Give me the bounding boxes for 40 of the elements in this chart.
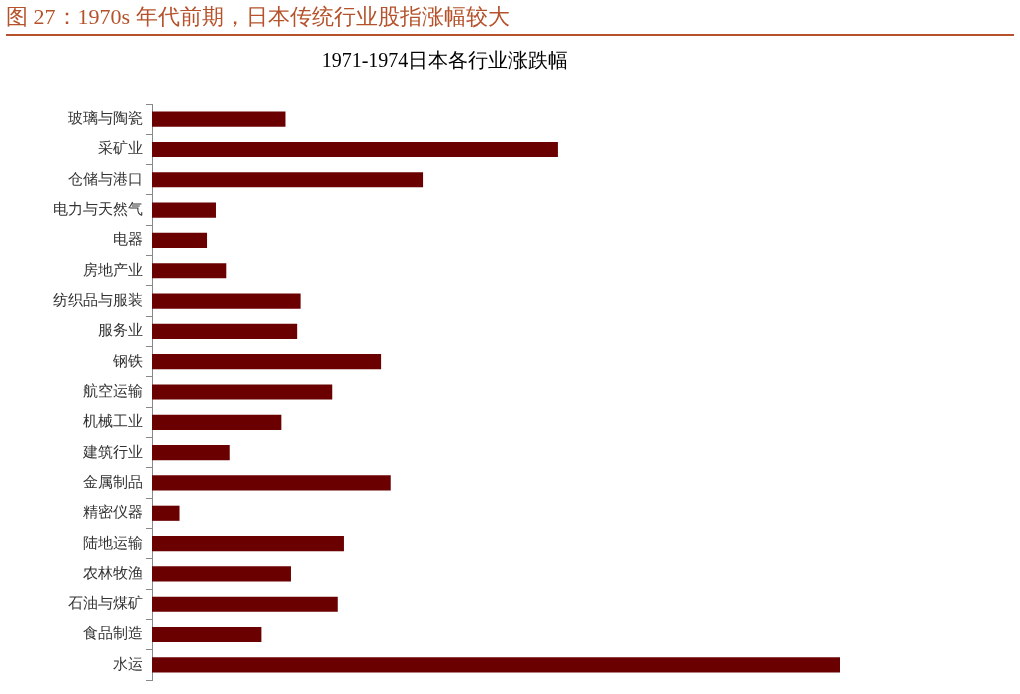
y-tick-label: 采矿业: [98, 140, 143, 157]
y-tick-label: 航空运输: [83, 382, 143, 399]
bar: [152, 172, 424, 188]
bar: [152, 232, 208, 248]
bar: [152, 111, 286, 127]
y-tick-label: 石油与煤矿: [68, 595, 143, 612]
y-tick-label: 机械工业: [83, 413, 143, 430]
bar: [152, 657, 840, 673]
y-tick-label: 钢铁: [112, 352, 143, 369]
bar: [152, 536, 344, 552]
y-tick-label: 陆地运输: [83, 534, 143, 551]
y-tick-label: 玻璃与陶瓷: [68, 110, 143, 127]
chart-title: 图 27：1970s 年代前期，日本传统行业股指涨幅较大: [6, 0, 1014, 36]
bar: [152, 475, 391, 491]
bar: [152, 293, 301, 309]
y-tick-label: 建筑行业: [82, 443, 143, 460]
bar: [152, 202, 216, 218]
y-tick-label: 农林牧渔: [83, 564, 143, 581]
y-tick-label: 精密仪器: [83, 504, 143, 521]
y-tick-label: 纺织品与服装: [53, 291, 143, 308]
y-tick-label: 电力与天然气: [53, 201, 143, 218]
bar: [152, 354, 382, 370]
bar: [152, 414, 282, 430]
y-tick-label: 食品制造: [83, 625, 143, 642]
bar: [152, 384, 333, 400]
y-tick-label: 电器: [113, 231, 143, 248]
bar: [152, 263, 227, 279]
y-tick-label: 服务业: [98, 322, 143, 339]
y-tick-label: 水运: [113, 655, 143, 672]
bar: [152, 445, 230, 461]
y-tick-label: 仓储与港口: [68, 170, 143, 187]
chart-subtitle: 1971-1974日本各行业涨跌幅: [321, 49, 569, 72]
bar: [152, 323, 298, 339]
bar: [152, 505, 180, 521]
y-tick-label: 房地产业: [83, 261, 143, 278]
bar: [152, 626, 262, 643]
bar: [152, 596, 338, 612]
y-tick-label: 金属制品: [83, 473, 143, 490]
bar: [152, 566, 291, 582]
bar: [152, 141, 558, 158]
